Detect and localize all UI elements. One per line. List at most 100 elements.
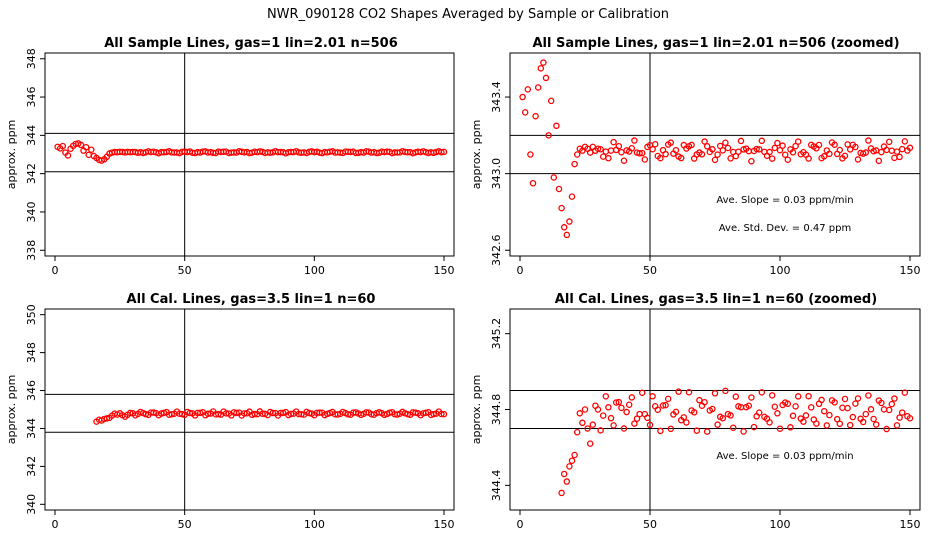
data-point [906,144,914,152]
data-point [566,463,573,470]
data-point [787,424,794,431]
data-point [690,409,698,416]
y-tick-label: 344 [25,418,38,439]
data-point [781,151,789,158]
data-point [865,392,872,399]
plot-frame [509,52,921,257]
data-point [896,414,903,421]
data-point [839,404,846,411]
data-point [774,410,781,417]
figure-suptitle: NWR_090128 CO2 Shapes Averaged by Sample… [267,7,669,22]
data-point [880,406,888,413]
data-point [618,404,625,412]
data-point [597,146,604,153]
data-point [755,409,763,416]
data-point [88,146,95,153]
data-point [776,425,784,432]
data-point [729,424,737,431]
y-tick-label: 340 [25,201,38,222]
data-point [852,400,859,407]
data-point [638,389,646,397]
data-point [251,410,258,418]
data-point [628,145,636,152]
data-point [649,145,656,153]
x-tick-label: 100 [304,518,325,531]
y-tick-label: 343.0 [490,158,503,190]
annotation: Ave. Std. Dev. = 0.47 ppm [719,223,851,234]
annotation: Ave. Slope = 0.03 ppm/min [716,195,853,206]
data-point [649,393,656,400]
data-point [784,156,792,163]
x-tick-label: 0 [517,518,524,531]
data-point [771,144,779,152]
plot-frame [44,52,455,257]
data-point [422,409,430,417]
data-point [103,415,111,422]
panel-2: 0 50 100 150 342.6 343.0 343.4 approx. ppm Ave. … [470,52,921,277]
data-point [784,400,792,408]
data-point [846,146,854,153]
data-point [711,390,719,397]
data-point [657,154,664,162]
data-point [878,148,885,156]
data-point [677,154,685,162]
data-point [818,396,825,404]
panel-3-title: All Cal. Lines, gas=3.5 lin=1 n=60 [127,292,376,307]
data-point [620,425,628,432]
data-point [831,141,838,148]
data-point [440,410,448,418]
data-point [779,142,786,149]
data-point [776,146,784,154]
data-point [126,409,134,417]
data-point [573,429,581,436]
data-point [891,154,898,162]
data-point [774,139,781,147]
data-point [527,151,534,158]
panel-1-title: All Sample Lines, gas=1 lin=2.01 n=506 [104,36,398,51]
data-point [519,93,526,101]
data-point [77,141,85,149]
data-point [862,149,870,156]
data-point [698,151,706,158]
data-point [168,410,175,418]
data-point [586,149,594,156]
data-point [82,143,90,151]
data-point [722,139,729,147]
data-point [722,387,729,395]
data-point [571,451,578,459]
x-tick-label: 150 [900,264,921,277]
data-point [641,156,649,163]
data-point [638,149,646,157]
data-point [196,409,204,417]
data-point [576,410,584,417]
data-point [885,406,893,414]
y-tick-label: 348 [25,48,38,69]
data-point [644,414,651,422]
data-point [568,193,576,200]
data-point [602,393,610,400]
data-point [529,179,537,187]
data-point [878,399,885,407]
panel-3: 0 50 100 150 340 342 344 346 348 350 approx. ppm [5,304,455,531]
data-point [620,157,628,164]
data-point [898,145,906,153]
data-point [735,148,742,155]
data-point [836,146,844,154]
data-point [854,156,862,163]
x-tick-label: 50 [643,518,657,531]
data-point [701,398,708,406]
data-point [579,419,586,427]
data-point [610,138,617,146]
data-point [651,140,659,148]
plot-frame [44,308,455,511]
data-point [794,393,802,400]
data-point [568,457,576,464]
data-point [755,146,763,153]
data-point [901,138,909,145]
data-point [688,141,695,149]
data-point [849,413,857,421]
data-point [625,401,633,408]
data-point [870,415,877,423]
data-point [589,421,597,428]
data-point [662,150,669,158]
